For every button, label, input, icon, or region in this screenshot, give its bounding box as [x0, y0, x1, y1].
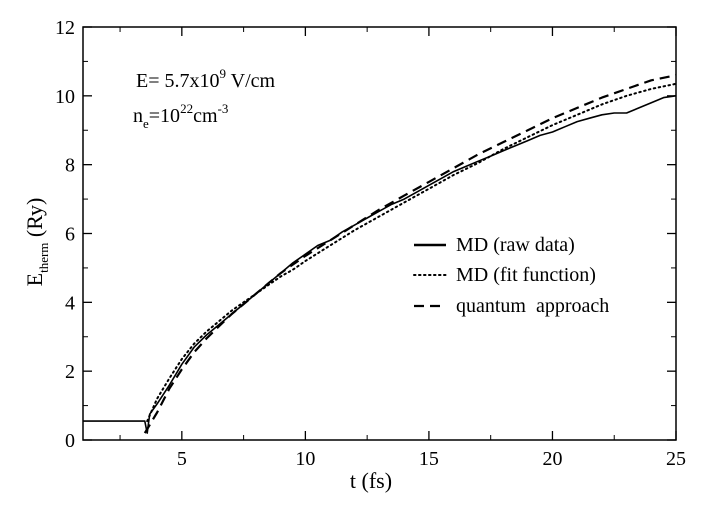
legend: MD (raw data) MD (fit function) quantum …	[413, 234, 609, 317]
y-tick-label: 0	[65, 430, 75, 452]
field-annotation: E= 5.7x109 V/cm	[136, 66, 276, 92]
series-group	[83, 74, 677, 434]
x-tick-label: 25	[666, 448, 686, 470]
x-tick-label: 20	[542, 448, 562, 470]
y-tick-label: 2	[65, 361, 75, 383]
x-tick-label: 15	[419, 448, 439, 470]
legend-label-raw: MD (raw data)	[456, 234, 575, 256]
x-axis-label: t (fs)	[350, 468, 392, 493]
legend-label-quantum: quantum approach	[456, 295, 609, 317]
y-tick-label: 4	[65, 292, 75, 314]
series-md-fit-line	[146, 82, 677, 423]
x-tick-label: 5	[177, 448, 187, 470]
series-md-raw-line	[83, 95, 677, 434]
y-tick-label: 6	[65, 224, 75, 246]
series-quantum-line	[143, 74, 677, 434]
legend-label-fit: MD (fit function)	[456, 264, 596, 286]
y-tick-label: 8	[65, 155, 75, 177]
axis-ticks: 5 10 15 20 25 0 2 4 6 8 10 12	[55, 17, 686, 470]
y-axis-label: Etherm (Ry)	[22, 198, 51, 287]
x-tick-label: 10	[295, 448, 315, 470]
y-tick-label: 10	[55, 86, 75, 108]
density-annotation: ne=1022cm-3	[133, 101, 228, 131]
y-tick-label: 12	[55, 17, 75, 39]
